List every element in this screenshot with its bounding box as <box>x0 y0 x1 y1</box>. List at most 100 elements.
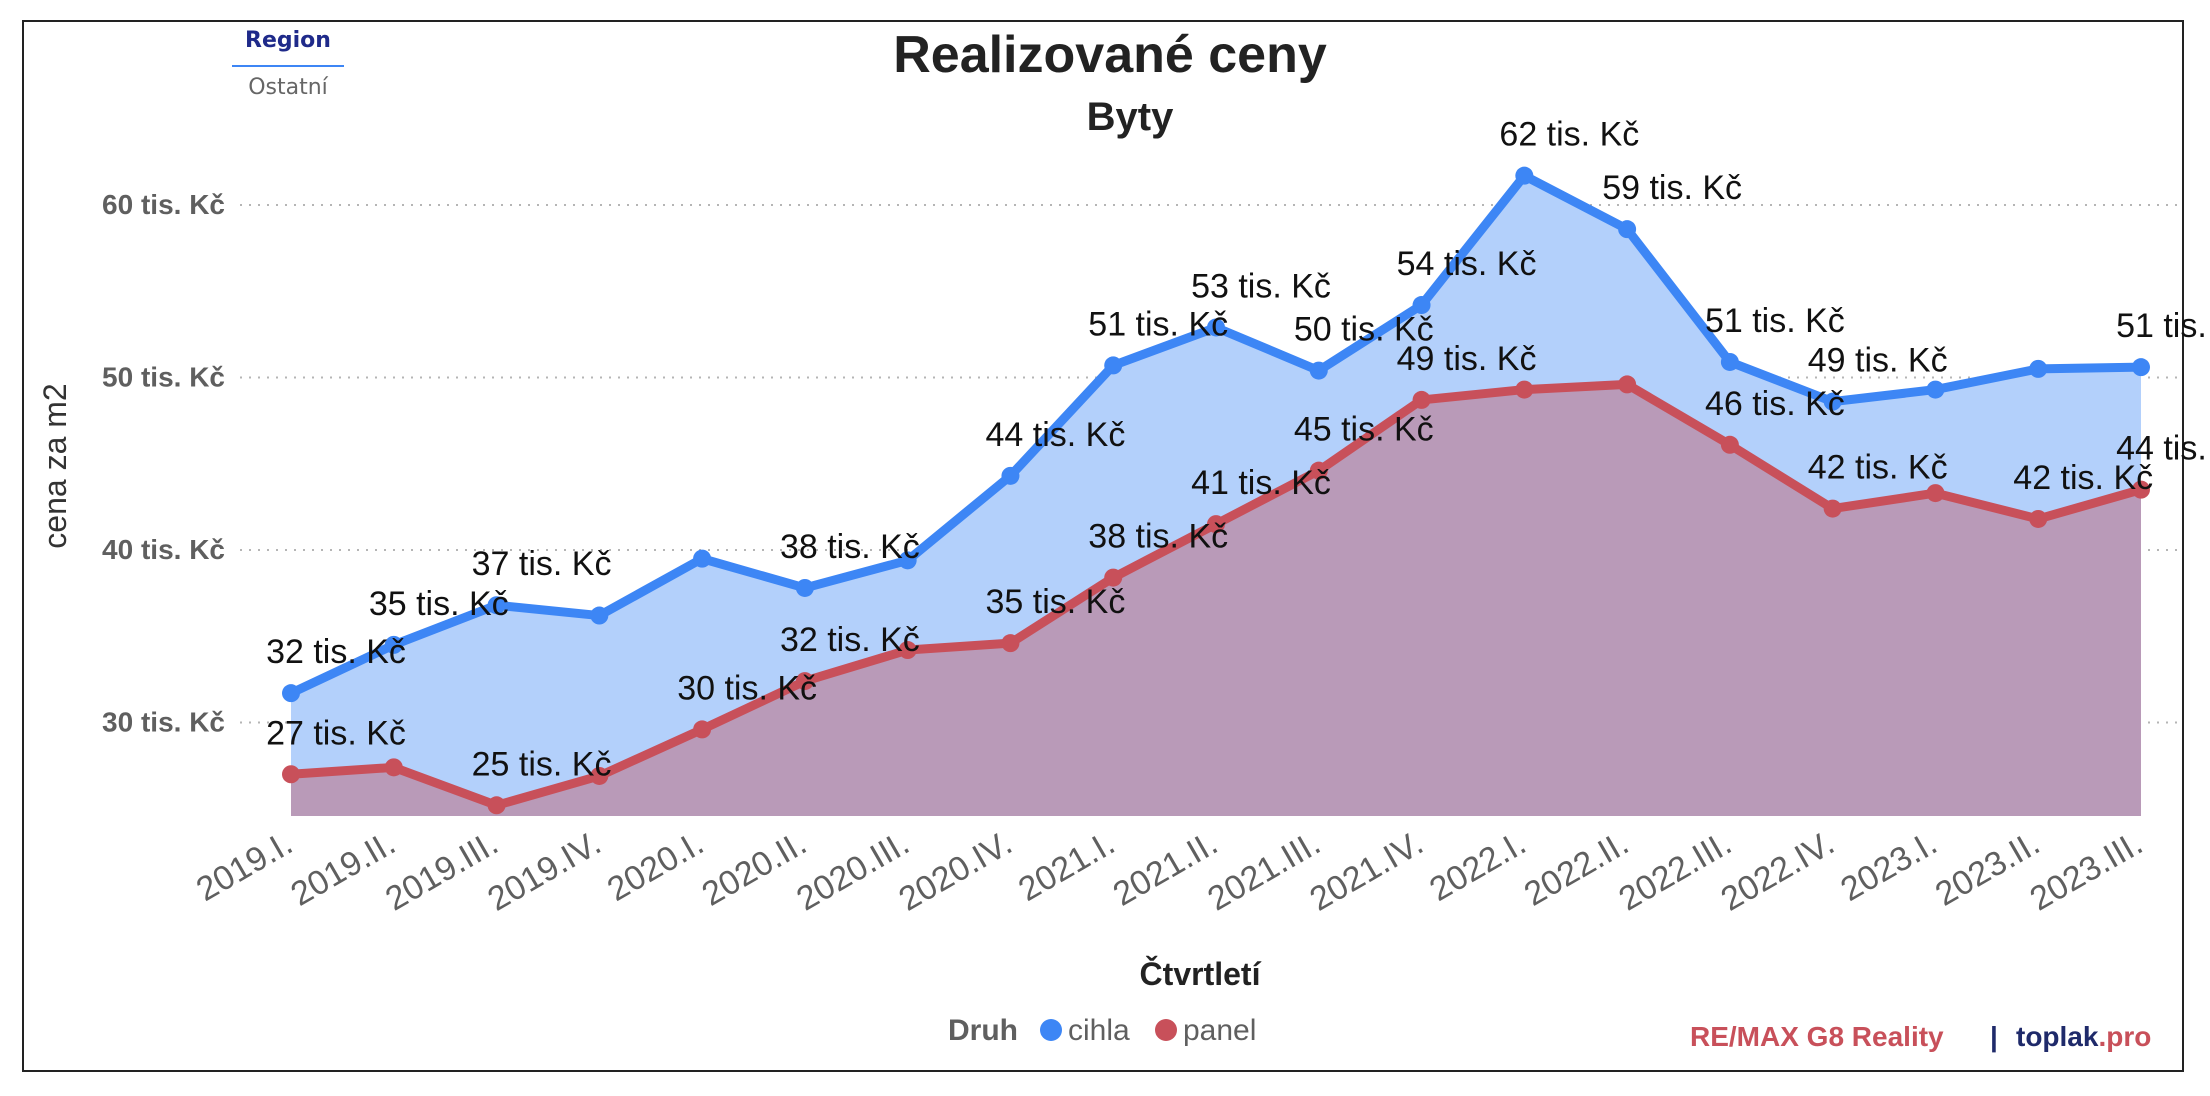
x-tick-label: 2019.IV. <box>481 824 607 919</box>
data-label-panel: 25 tis. Kč <box>472 745 612 783</box>
data-label-cihla: 53 tis. Kč <box>1191 267 1331 305</box>
x-tick-label: 2020.II. <box>696 824 813 914</box>
legend-title: Druh <box>948 1014 1018 1047</box>
chart-subtitle: Byty <box>1087 95 1174 139</box>
point-panel[interactable] <box>2132 480 2150 499</box>
data-label-cihla: 62 tis. Kč <box>1499 116 1639 154</box>
x-tick-label: 2023.II. <box>1929 824 2046 914</box>
point-panel[interactable] <box>1926 484 1945 503</box>
legend-marker-panel <box>1155 1019 1177 1041</box>
point-panel[interactable] <box>1515 380 1534 399</box>
y-tick-labels: 30 tis. Kč 40 tis. Kč 50 tis. Kč 60 tis. Kč <box>102 189 225 738</box>
point-cihla[interactable] <box>1823 392 1842 411</box>
point-panel[interactable] <box>795 672 814 691</box>
point-cihla[interactable] <box>384 635 403 654</box>
y-tick-label: 30 tis. Kč <box>102 707 225 738</box>
data-label-panel: 41 tis. Kč <box>1191 464 1331 502</box>
x-tick-label: 2023.III. <box>2024 824 2149 918</box>
x-tick-label: 2019.II. <box>285 824 402 914</box>
x-tick-label: 2021.IV. <box>1304 824 1430 919</box>
chart-frame <box>22 20 2184 1072</box>
data-label-panel: 30 tis. Kč <box>677 669 817 707</box>
point-panel[interactable] <box>1618 375 1637 394</box>
data-label-cihla: 44 tis. Kč <box>986 416 1126 454</box>
point-panel[interactable] <box>1823 499 1842 518</box>
brand-toplak: toplak.pro <box>2016 1021 2151 1052</box>
point-cihla[interactable] <box>1412 296 1431 315</box>
point-panel[interactable] <box>1001 634 1020 653</box>
point-cihla[interactable] <box>1618 220 1637 239</box>
brand-footer: RE/MAX G8 Reality | toplak.pro <box>1690 1021 2151 1052</box>
y-axis-label: cena za m2 <box>37 383 73 548</box>
point-cihla[interactable] <box>1720 352 1739 371</box>
data-label-panel: 42 tis. Kč <box>2013 459 2153 497</box>
chart-title: Realizované ceny <box>893 26 1327 84</box>
point-cihla[interactable] <box>1104 356 1123 375</box>
data-label-cihla: 50 tis. Kč <box>1294 311 1434 349</box>
tab-ostatni[interactable]: Ostatní <box>248 75 328 100</box>
data-label-panel: 46 tis. Kč <box>1705 385 1845 423</box>
point-cihla[interactable] <box>2029 359 2048 378</box>
point-cihla[interactable] <box>1001 466 1020 485</box>
point-panel[interactable] <box>1412 390 1431 409</box>
legend-label-panel[interactable]: panel <box>1183 1014 1256 1047</box>
point-cihla[interactable] <box>1207 318 1225 337</box>
data-label-cihla: 49 tis. Kč <box>1808 342 1948 380</box>
x-axis-label: Čtvrtletí <box>1140 956 1262 992</box>
legend: Druh cihla panel <box>948 1014 1256 1047</box>
point-cihla[interactable] <box>1515 166 1534 185</box>
x-tick-label: 2022.III. <box>1612 824 1737 918</box>
x-tick-label: 2019.III. <box>379 824 504 918</box>
brand-separator: | <box>1990 1021 1998 1052</box>
point-panel[interactable] <box>1720 435 1739 454</box>
brand-toplak-main: toplak <box>2016 1021 2099 1052</box>
data-label-panel: 45 tis. Kč <box>1294 411 1434 449</box>
point-cihla[interactable] <box>487 596 506 615</box>
y-tick-label: 60 tis. Kč <box>102 189 225 220</box>
x-tick-label: 2021.I. <box>1012 824 1121 909</box>
x-tick-label: 2022.I. <box>1423 824 1532 909</box>
point-cihla[interactable] <box>1309 361 1328 380</box>
point-cihla[interactable] <box>590 606 609 625</box>
point-cihla[interactable] <box>282 684 300 703</box>
data-label-cihla: 51 tis. Kč <box>1705 302 1845 340</box>
x-tick-label: 2020.III. <box>790 824 915 918</box>
legend-label-cihla[interactable]: cihla <box>1068 1014 1130 1047</box>
x-tick-label: 2019.I. <box>190 824 299 909</box>
data-label-cihla: 54 tis. Kč <box>1397 245 1537 283</box>
data-label-panel: 49 tis. Kč <box>1397 340 1537 378</box>
point-panel[interactable] <box>1207 515 1225 534</box>
x-tick-label: 2020.I. <box>601 824 710 909</box>
y-tick-label: 40 tis. Kč <box>102 534 225 565</box>
x-tick-label: 2022.IV. <box>1715 824 1841 919</box>
tab-region[interactable]: Region <box>232 28 344 67</box>
point-panel[interactable] <box>487 796 506 815</box>
x-tick-labels: 2019.I.2019.II.2019.III.2019.IV.2020.I.2… <box>190 824 2149 919</box>
point-panel[interactable] <box>282 765 300 784</box>
point-cihla[interactable] <box>2132 358 2150 377</box>
data-label-cihla: 32 tis. Kč <box>266 633 406 671</box>
point-cihla[interactable] <box>795 578 814 597</box>
data-label-panel: 44 tis. Kč <box>2116 430 2210 468</box>
data-label-panel: 42 tis. Kč <box>1808 449 1948 487</box>
point-panel[interactable] <box>590 766 609 785</box>
point-panel[interactable] <box>1309 461 1328 480</box>
point-cihla[interactable] <box>898 551 917 570</box>
point-panel[interactable] <box>1104 568 1123 587</box>
point-panel[interactable] <box>384 758 403 777</box>
view-tabs: Region Ostatní <box>232 28 344 100</box>
point-cihla[interactable] <box>1926 380 1945 399</box>
point-panel[interactable] <box>898 641 917 660</box>
point-cihla[interactable] <box>693 549 712 568</box>
data-label-cihla: 37 tis. Kč <box>472 545 612 583</box>
point-panel[interactable] <box>693 720 712 739</box>
data-label-panel: 38 tis. Kč <box>1088 518 1228 556</box>
point-panel[interactable] <box>2029 509 2048 528</box>
data-label-cihla: 51 tis. Kč <box>1088 305 1228 343</box>
y-tick-label: 50 tis. Kč <box>102 362 225 393</box>
data-label-cihla: 38 tis. Kč <box>780 528 920 566</box>
x-tick-label: 2023.I. <box>1834 824 1943 909</box>
data-label-cihla: 59 tis. Kč <box>1602 169 1742 207</box>
